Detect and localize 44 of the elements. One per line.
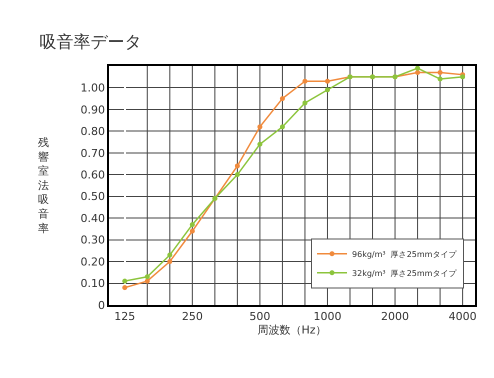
- x-tick-label: 250: [182, 310, 203, 323]
- x-tick-label: 1000: [313, 310, 342, 323]
- point: [324, 87, 330, 92]
- point: [415, 66, 420, 71]
- x-tick-label: 2000: [381, 310, 410, 323]
- chart-title: 吸音率データ: [40, 32, 142, 53]
- point: [234, 172, 240, 178]
- legend-label: 32kg/m³ 厚さ25mmタイプ: [352, 268, 458, 278]
- point: [190, 228, 195, 234]
- point: [302, 100, 308, 106]
- point: [415, 70, 420, 76]
- y-tick-label: 0.90: [80, 103, 106, 116]
- point: [257, 142, 262, 147]
- point: [438, 70, 443, 76]
- y-tick-label: 0.70: [80, 146, 106, 160]
- point: [144, 274, 150, 280]
- y-tick-label: 0.10: [80, 277, 106, 290]
- point: [144, 278, 150, 284]
- point: [280, 124, 285, 130]
- point: [257, 124, 262, 130]
- y-tick-label: 0: [98, 298, 106, 312]
- point: [324, 78, 330, 84]
- y-tick-label: 0.60: [80, 168, 106, 182]
- point: [302, 78, 308, 84]
- y-tick-label: 1.00: [80, 82, 106, 95]
- point: [190, 222, 195, 228]
- point: [122, 278, 128, 284]
- point: [234, 163, 240, 168]
- point: [122, 285, 128, 290]
- legend-label: 96kg/m³ 厚さ25mmタイプ: [352, 250, 458, 259]
- x-tick-label: 500: [249, 310, 270, 323]
- point: [167, 252, 172, 258]
- y-tick-label: 0.50: [80, 190, 106, 204]
- y-tick-label: 0.80: [80, 125, 106, 138]
- y-tick-label: 0.40: [80, 212, 106, 225]
- x-axis-title: 周波数（Hz）: [257, 324, 327, 337]
- y-tick-label: 0.30: [80, 234, 106, 247]
- point: [438, 76, 443, 82]
- y-tick-label: 0.20: [80, 255, 106, 268]
- y-axis-title: 残響室法吸音率: [38, 136, 49, 235]
- x-tick-label: 125: [114, 310, 136, 323]
- x-tick-label: 4000: [448, 310, 477, 323]
- point: [167, 259, 172, 264]
- point: [280, 96, 285, 102]
